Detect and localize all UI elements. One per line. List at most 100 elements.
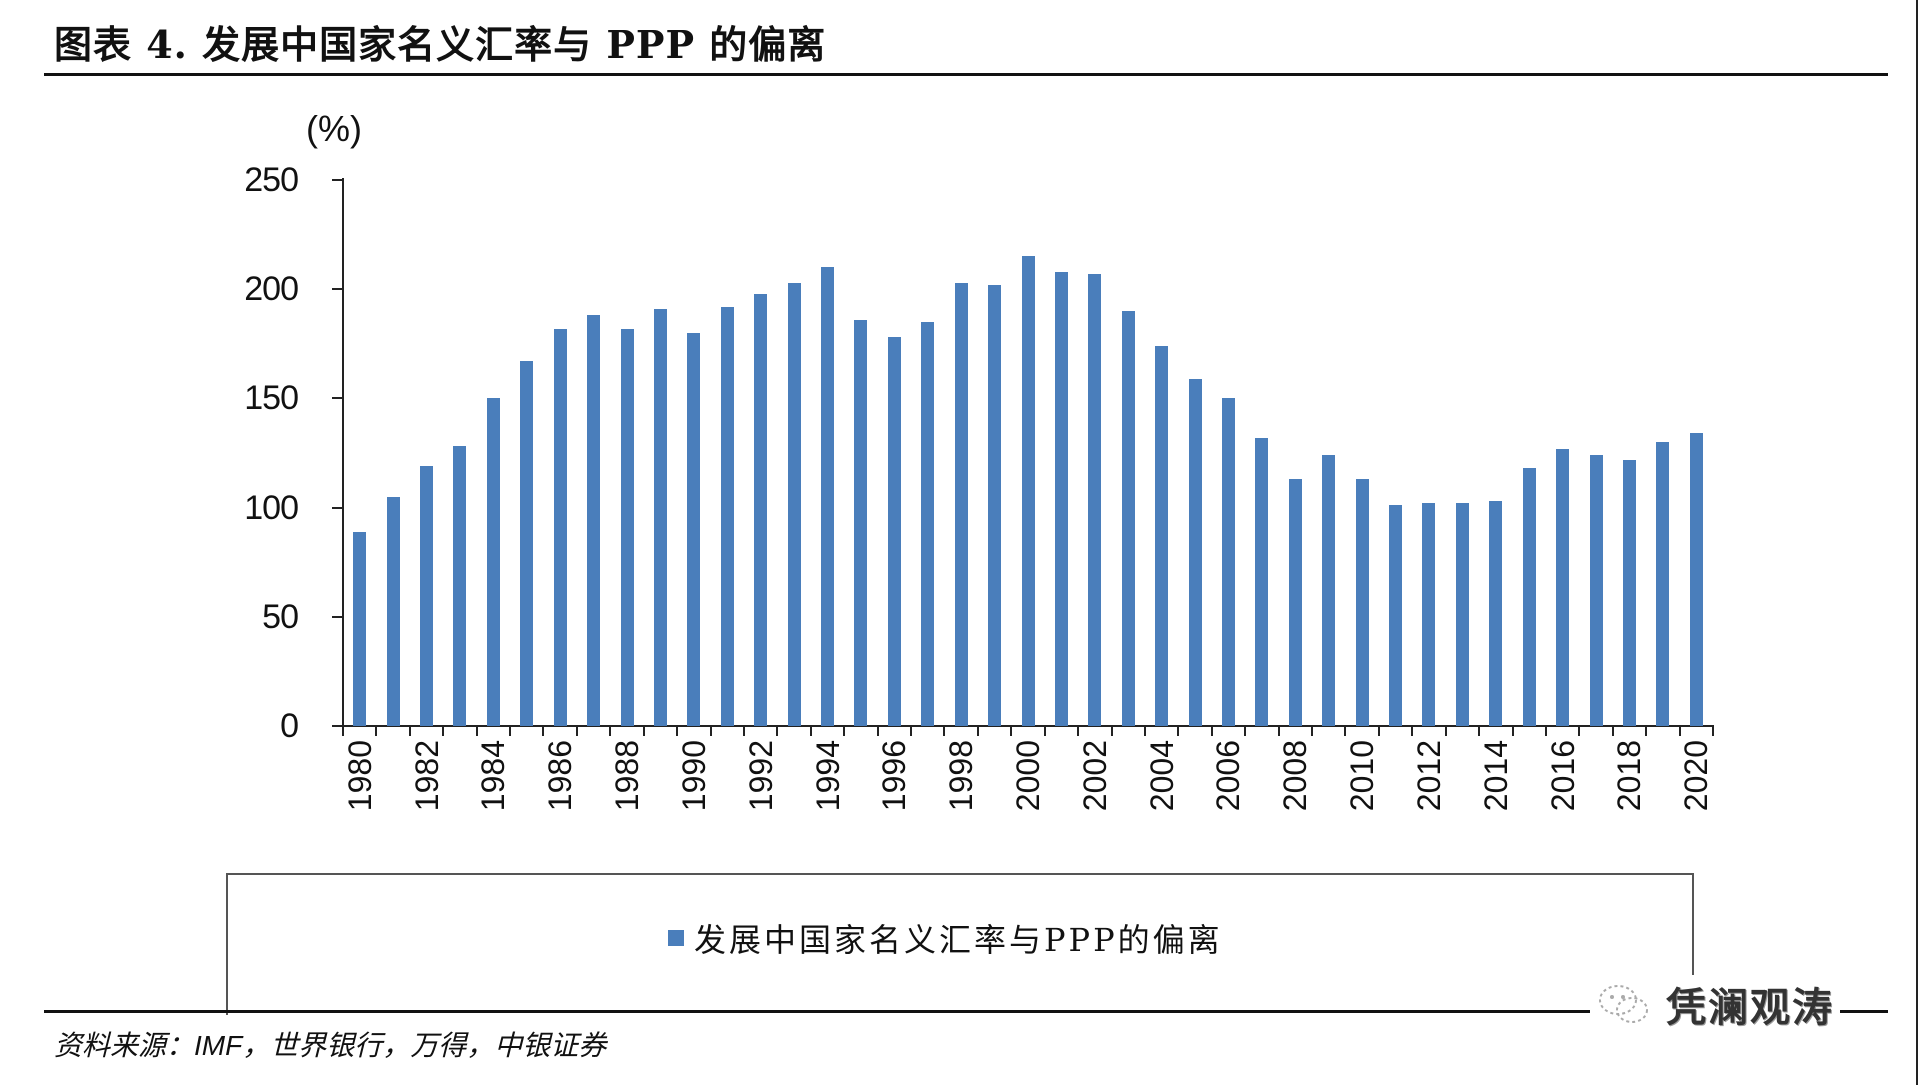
x-tick bbox=[609, 726, 612, 736]
bar-2020 bbox=[1689, 433, 1703, 726]
bar-2008 bbox=[1288, 479, 1302, 726]
bar-2007 bbox=[1255, 437, 1269, 726]
x-tick bbox=[1277, 726, 1280, 736]
bar-2005 bbox=[1188, 378, 1202, 726]
bar-1993 bbox=[787, 282, 801, 726]
x-tick bbox=[1143, 726, 1146, 736]
x-tick bbox=[375, 726, 378, 736]
x-tick-label: 1988 bbox=[609, 740, 646, 812]
bar-2006 bbox=[1221, 398, 1235, 726]
x-tick bbox=[676, 726, 679, 736]
y-tick-label: 150 bbox=[244, 379, 299, 418]
y-tick bbox=[332, 397, 343, 400]
bar-1992 bbox=[754, 293, 768, 726]
x-tick bbox=[1444, 726, 1447, 736]
footer-divider bbox=[44, 1010, 1888, 1013]
bar-1980 bbox=[353, 531, 367, 726]
bar-1988 bbox=[620, 328, 634, 726]
bar-2010 bbox=[1355, 479, 1369, 726]
x-tick bbox=[1678, 726, 1681, 736]
bar-2019 bbox=[1656, 442, 1670, 726]
x-tick-label: 1980 bbox=[341, 740, 378, 812]
bar-1982 bbox=[420, 466, 434, 726]
x-tick-label: 1992 bbox=[742, 740, 779, 812]
x-tick bbox=[442, 726, 445, 736]
y-axis-unit-label: (%) bbox=[306, 108, 362, 149]
bar-1986 bbox=[553, 328, 567, 726]
x-tick-label: 1998 bbox=[943, 740, 980, 812]
x-tick bbox=[809, 726, 812, 736]
x-tick bbox=[509, 726, 512, 736]
y-tick bbox=[332, 179, 343, 181]
x-tick-label: 2012 bbox=[1410, 740, 1447, 812]
bar-1998 bbox=[954, 282, 968, 726]
y-tick-label: 200 bbox=[244, 270, 299, 309]
bar-1996 bbox=[887, 337, 901, 726]
x-tick bbox=[876, 726, 879, 736]
x-tick bbox=[1478, 726, 1481, 736]
y-tick-label: 250 bbox=[244, 161, 299, 199]
watermark: 凭澜观涛 bbox=[1590, 975, 1840, 1033]
y-tick bbox=[332, 615, 343, 618]
bar-2002 bbox=[1088, 273, 1102, 726]
y-tick-label: 100 bbox=[244, 488, 299, 527]
x-tick bbox=[1611, 726, 1614, 736]
x-tick-label: 1994 bbox=[809, 740, 846, 812]
y-tick-label: 50 bbox=[262, 597, 299, 636]
bar-2004 bbox=[1155, 345, 1169, 726]
page-edge bbox=[1916, 0, 1918, 1085]
x-tick bbox=[776, 726, 779, 736]
x-tick-label: 1982 bbox=[408, 740, 445, 812]
x-tick-label: 2004 bbox=[1143, 740, 1180, 812]
y-tick-label: 0 bbox=[280, 707, 299, 745]
x-tick bbox=[1712, 726, 1714, 736]
bar-1987 bbox=[587, 315, 601, 726]
x-tick bbox=[1377, 726, 1380, 736]
x-tick bbox=[475, 726, 478, 736]
x-tick-label: 2020 bbox=[1678, 740, 1715, 812]
bar-2013 bbox=[1455, 503, 1469, 726]
bar-1983 bbox=[453, 446, 467, 726]
x-tick bbox=[943, 726, 946, 736]
bar-2014 bbox=[1489, 501, 1503, 726]
bar-2001 bbox=[1054, 271, 1068, 726]
y-axis bbox=[342, 178, 344, 727]
x-tick-label: 2014 bbox=[1477, 740, 1514, 812]
watermark-text: 凭澜观涛 bbox=[1666, 986, 1834, 1030]
x-tick bbox=[1110, 726, 1113, 736]
x-tick bbox=[1010, 726, 1013, 736]
bar-1991 bbox=[720, 306, 734, 726]
legend: 发展中国家名义汇率与PPP的偏离 bbox=[226, 873, 1694, 1015]
x-tick-label: 2002 bbox=[1076, 740, 1113, 812]
x-tick bbox=[408, 726, 411, 736]
bar-2012 bbox=[1422, 503, 1436, 726]
x-tick-label: 2006 bbox=[1210, 740, 1247, 812]
x-tick bbox=[1411, 726, 1414, 736]
x-tick-label: 2008 bbox=[1277, 740, 1314, 812]
bar-1999 bbox=[988, 284, 1002, 726]
chart-title: 图表 4. 发展中国家名义汇率与 PPP 的偏离 bbox=[54, 22, 827, 67]
bar-1995 bbox=[854, 319, 868, 726]
x-tick-label: 1986 bbox=[542, 740, 579, 812]
x-tick-label: 2000 bbox=[1010, 740, 1046, 812]
x-axis bbox=[332, 725, 1714, 727]
x-tick-label: 2018 bbox=[1611, 740, 1648, 812]
bar-1997 bbox=[921, 321, 935, 726]
title-divider bbox=[44, 73, 1888, 76]
x-tick-label: 1990 bbox=[675, 740, 712, 812]
x-tick-label: 1984 bbox=[475, 740, 512, 812]
bar-1981 bbox=[386, 496, 400, 726]
wechat-icon bbox=[1596, 982, 1652, 1026]
legend-label: 发展中国家名义汇率与PPP的偏离 bbox=[694, 921, 1223, 959]
bar-2017 bbox=[1589, 455, 1603, 726]
x-tick bbox=[1578, 726, 1581, 736]
x-tick-label: 1996 bbox=[876, 740, 913, 812]
x-tick-label: 2010 bbox=[1344, 740, 1381, 812]
bar-1994 bbox=[821, 267, 834, 726]
bar-2000 bbox=[1021, 256, 1035, 726]
x-tick bbox=[843, 726, 846, 736]
x-tick bbox=[1244, 726, 1247, 736]
x-tick bbox=[1311, 726, 1314, 736]
x-tick bbox=[542, 726, 545, 736]
